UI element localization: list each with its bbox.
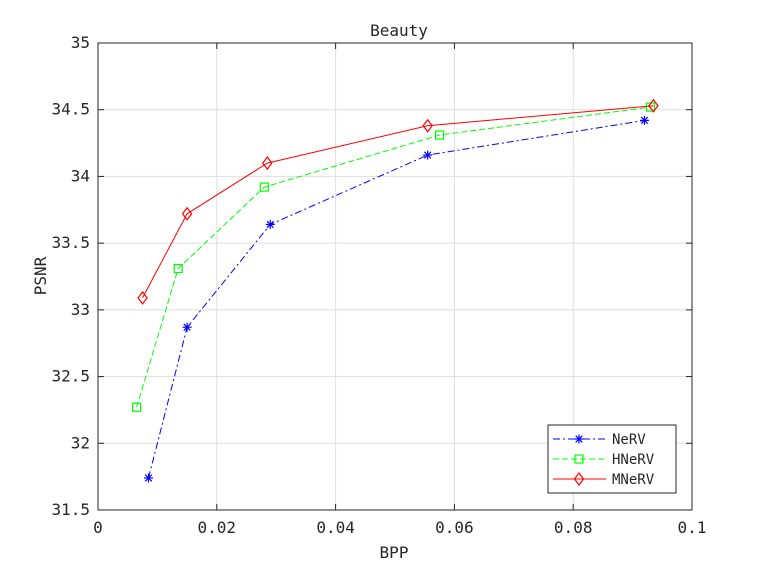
data-series bbox=[132, 98, 659, 483]
y-tick-label: 31.5 bbox=[51, 500, 90, 519]
data-point-hnerv bbox=[132, 402, 142, 412]
x-tick-label: 0 bbox=[93, 518, 103, 537]
legend-marker bbox=[574, 434, 584, 444]
series-mnerv bbox=[137, 98, 659, 305]
series-line-mnerv bbox=[142, 105, 654, 299]
legend-label: MNeRV bbox=[612, 472, 655, 488]
y-tick-label: 34 bbox=[71, 166, 90, 185]
axis-ticks: 0 0.02 0.04 0.06 0.08 0.1 31.5 32 32.5 33 33.5 34 34… bbox=[51, 33, 706, 537]
x-tick-label: 0.1 bbox=[678, 518, 707, 537]
data-point-hnerv bbox=[259, 182, 269, 192]
data-point-nerv bbox=[143, 473, 153, 483]
series-line-hnerv bbox=[136, 106, 651, 408]
legend-marker bbox=[574, 454, 584, 464]
data-point-hnerv bbox=[173, 263, 183, 274]
data-point-hnerv bbox=[434, 130, 445, 140]
legend-item-nerv: NeRV bbox=[553, 432, 646, 448]
plot-area-frame bbox=[97, 42, 693, 511]
data-point-nerv bbox=[182, 322, 192, 332]
legend-marker bbox=[573, 472, 585, 486]
legend-item-hnerv: HNeRV bbox=[553, 452, 655, 468]
x-tick-label: 0.02 bbox=[198, 518, 237, 537]
y-tick-label: 32.5 bbox=[51, 367, 90, 386]
data-point-mnerv bbox=[137, 290, 148, 305]
data-point-mnerv bbox=[422, 118, 433, 133]
y-tick-label: 34.5 bbox=[51, 100, 90, 119]
data-point-nerv bbox=[423, 150, 433, 160]
x-tick-label: 0.08 bbox=[554, 518, 593, 537]
series-nerv bbox=[143, 115, 649, 483]
x-axis-label: BPP bbox=[380, 543, 409, 562]
data-point-nerv bbox=[265, 219, 275, 229]
legend-box bbox=[547, 424, 677, 494]
x-tick-label: 0.04 bbox=[316, 518, 355, 537]
data-point-mnerv bbox=[181, 206, 193, 221]
x-tick-label: 0.06 bbox=[435, 518, 474, 537]
data-point-mnerv bbox=[648, 98, 659, 113]
y-tick-label: 35 bbox=[71, 33, 90, 52]
y-axis-label: PSNR bbox=[31, 256, 50, 295]
legend-label: NeRV bbox=[612, 432, 646, 448]
y-tick-label: 33 bbox=[71, 300, 90, 319]
legend-item-mnerv: MNeRV bbox=[553, 472, 655, 488]
data-point-mnerv bbox=[262, 156, 273, 171]
y-tick-label: 33.5 bbox=[51, 233, 90, 252]
legend-label: HNeRV bbox=[612, 452, 655, 468]
y-tick-label: 32 bbox=[71, 433, 90, 452]
data-point-nerv bbox=[639, 115, 649, 125]
legend: NeRV HNeRV MNeRV bbox=[547, 424, 677, 494]
chart-title: Beauty bbox=[370, 21, 428, 40]
